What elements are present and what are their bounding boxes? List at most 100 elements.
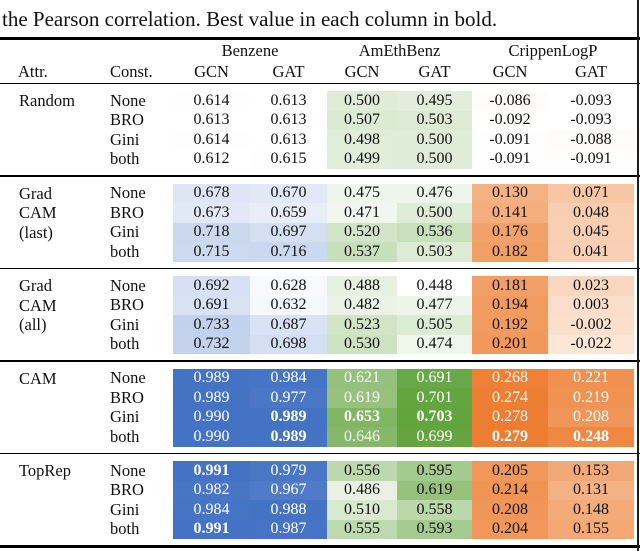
value-cell: 0.613 xyxy=(250,91,327,111)
value-cell: 0.048 xyxy=(548,203,634,223)
const-label: None xyxy=(110,275,146,295)
value-cell: 0.503 xyxy=(397,110,472,130)
value-cell: 0.045 xyxy=(548,222,634,242)
value-cell: 0.991 xyxy=(173,461,250,481)
value-cell: 0.500 xyxy=(397,149,472,169)
value-cell: 0.979 xyxy=(250,461,327,481)
dataset-header-row: Benzene AmEthBenz CrippenLogP xyxy=(0,40,640,61)
value-cell: 0.670 xyxy=(250,183,327,203)
const-label: None xyxy=(110,368,146,388)
col-header-const: Const. xyxy=(110,61,153,81)
value-cell: 0.990 xyxy=(173,427,250,447)
col-header-attr: Attr. xyxy=(18,61,48,81)
value-cell: 0.520 xyxy=(327,222,397,242)
value-cell: 0.613 xyxy=(250,110,327,130)
col-header-amethbenz-gcn: GCN xyxy=(344,61,380,81)
value-cell: 0.615 xyxy=(250,149,327,169)
const-label: BRO xyxy=(110,110,144,130)
value-cell: 0.500 xyxy=(327,91,397,111)
value-cell: 0.498 xyxy=(327,130,397,150)
value-cell: -0.022 xyxy=(548,334,634,354)
value-cell: 0.155 xyxy=(548,519,634,539)
value-cell: 0.691 xyxy=(173,295,250,315)
value-cell: 0.201 xyxy=(472,334,548,354)
value-cell: 0.977 xyxy=(250,388,327,408)
value-cell: 0.619 xyxy=(327,388,397,408)
attr-label: TopRep xyxy=(19,461,72,480)
value-cell: 0.614 xyxy=(173,130,250,150)
value-cell: 0.182 xyxy=(472,242,548,262)
value-cell: 0.988 xyxy=(250,500,327,520)
value-cell: 0.692 xyxy=(173,276,250,296)
const-label: Gini xyxy=(110,499,140,519)
value-cell: 0.593 xyxy=(397,519,472,539)
value-cell: 0.148 xyxy=(548,500,634,520)
value-cell: 0.194 xyxy=(472,295,548,315)
value-cell: 0.718 xyxy=(173,222,250,242)
value-cell: 0.475 xyxy=(327,183,397,203)
value-cell: 0.673 xyxy=(173,203,250,223)
value-cell: 0.208 xyxy=(548,407,634,427)
value-cell: 0.678 xyxy=(173,183,250,203)
value-cell: 0.621 xyxy=(327,368,397,388)
value-cell: 0.248 xyxy=(548,427,634,447)
header-rule xyxy=(0,82,640,84)
value-cell: 0.499 xyxy=(327,149,397,169)
value-cell: 0.503 xyxy=(397,242,472,262)
value-cell: -0.088 xyxy=(548,130,634,150)
value-cell: -0.091 xyxy=(472,130,548,150)
value-cell: 0.448 xyxy=(397,276,472,296)
value-cell: 0.208 xyxy=(472,500,548,520)
const-label: None xyxy=(110,183,146,203)
value-cell: 0.613 xyxy=(173,110,250,130)
value-cell: 0.733 xyxy=(173,315,250,335)
value-cell: 0.153 xyxy=(548,461,634,481)
const-label: BRO xyxy=(110,480,144,500)
const-label: both xyxy=(110,241,140,261)
value-cell: 0.495 xyxy=(397,91,472,111)
table-group: Grad CAM (all) None 0.692 0.628 0.488 0.448 0.18… xyxy=(0,276,640,362)
attr-label: Grad CAM (all) xyxy=(19,276,57,334)
value-cell: 0.614 xyxy=(173,91,250,111)
const-label: None xyxy=(110,460,146,480)
value-cell: 0.268 xyxy=(472,368,548,388)
value-cell: 0.141 xyxy=(472,203,548,223)
const-label: BRO xyxy=(110,202,144,222)
value-cell: 0.632 xyxy=(250,295,327,315)
value-cell: -0.092 xyxy=(472,110,548,130)
table-group: Grad CAM (last) None 0.678 0.670 0.475 0.476 0.1… xyxy=(0,183,640,269)
col-header-crippenlogp-gat: GAT xyxy=(574,61,608,81)
dataset-header-amethbenz: AmEthBenz xyxy=(358,40,441,60)
attr-label: Random xyxy=(19,91,75,110)
const-label: BRO xyxy=(110,387,144,407)
value-cell: -0.093 xyxy=(548,110,634,130)
value-cell: 0.477 xyxy=(397,295,472,315)
const-label: both xyxy=(110,149,140,169)
value-cell: 0.703 xyxy=(397,407,472,427)
value-cell: 0.556 xyxy=(327,461,397,481)
value-cell: 0.555 xyxy=(327,519,397,539)
value-cell: 0.192 xyxy=(472,315,548,335)
dataset-header-crippenlogp: CrippenLogP xyxy=(508,40,598,60)
table-group: CAM None 0.989 0.984 0.621 0.691 0.268 0.221 BRO… xyxy=(0,368,640,454)
value-cell: 0.510 xyxy=(327,500,397,520)
value-cell: 0.130 xyxy=(472,183,548,203)
const-label: Gini xyxy=(110,314,140,334)
value-cell: 0.488 xyxy=(327,276,397,296)
value-cell: 0.279 xyxy=(472,427,548,447)
value-cell: 0.482 xyxy=(327,295,397,315)
value-cell: 0.699 xyxy=(397,427,472,447)
dataset-header-benzene: Benzene xyxy=(221,40,279,60)
value-cell: 0.530 xyxy=(327,334,397,354)
group-separator-rule xyxy=(0,360,640,362)
value-cell: 0.221 xyxy=(548,368,634,388)
value-cell: 0.471 xyxy=(327,203,397,223)
value-cell: 0.205 xyxy=(472,461,548,481)
value-cell: -0.091 xyxy=(548,149,634,169)
table-body: Random None 0.614 0.613 0.500 0.495 -0.086 -0.0… xyxy=(0,91,640,548)
const-label: both xyxy=(110,519,140,539)
value-cell: 0.536 xyxy=(397,222,472,242)
const-label: None xyxy=(110,90,146,110)
value-cell: 0.628 xyxy=(250,276,327,296)
value-cell: 0.989 xyxy=(173,388,250,408)
